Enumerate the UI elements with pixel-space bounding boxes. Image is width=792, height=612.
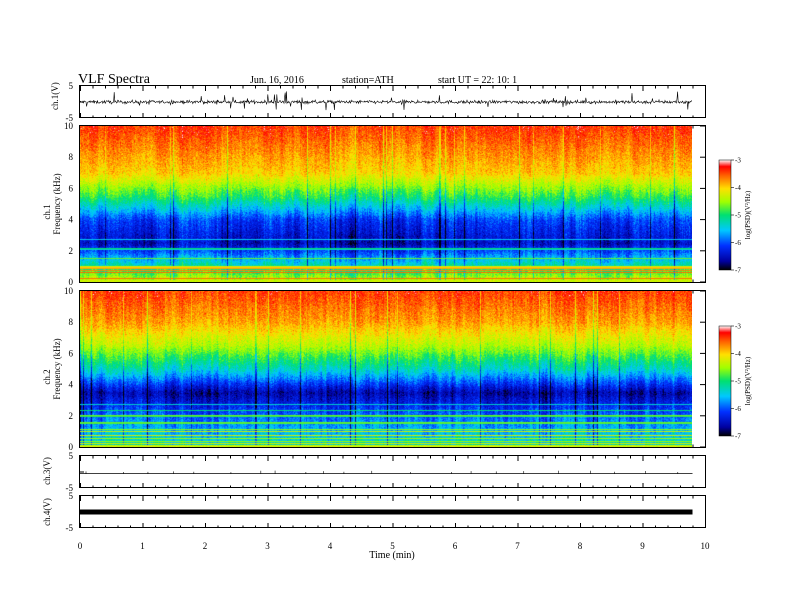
ch2-colorbar: [718, 325, 732, 437]
x-tick-label: 2: [203, 541, 208, 551]
x-tick-label: 9: [640, 541, 645, 551]
x-tick-label: 3: [265, 541, 270, 551]
colorbar-tick-label: -6: [735, 405, 741, 413]
y-tick-label: 5: [69, 491, 74, 501]
y-tick-label: 10: [64, 121, 74, 131]
ch2-spec-frame: [79, 290, 706, 448]
ch2-spectrogram: [80, 291, 692, 447]
x-tick-label: 5: [390, 541, 395, 551]
ch1-colorbar: [718, 159, 732, 271]
x-tick-label: 1: [140, 541, 145, 551]
y-tick-label: -5: [66, 523, 74, 533]
y-tick-label: 5: [69, 451, 74, 461]
x-tick-label: 7: [515, 541, 520, 551]
colorbar-tick-label: -3: [735, 323, 741, 331]
y-tick-label: 6: [69, 183, 74, 193]
y-tick-label: -5: [66, 113, 74, 123]
y-tick-label: 0: [69, 442, 74, 452]
x-tick-label: 10: [701, 541, 711, 551]
date-label: Jun. 16, 2016: [250, 75, 304, 86]
ch4-wave-label: ch.4(V): [42, 498, 52, 526]
colorbar-tick-label: -3: [735, 157, 741, 165]
colorbar-tick-label: -5: [735, 378, 741, 386]
chart-title: VLF Spectra: [78, 72, 150, 87]
ch1-freq-label: Frequency (kHz): [52, 173, 62, 234]
start-time-label: start UT = 22: 10: 1: [438, 75, 518, 86]
ch1-waveform: [79, 91, 692, 111]
y-tick-label: 8: [69, 317, 74, 327]
y-tick-label: 5: [69, 81, 74, 91]
x-tick-label: 6: [453, 541, 458, 551]
ch2-spec-name: ch.2: [42, 369, 52, 384]
y-tick-label: 4: [69, 380, 74, 390]
colorbar-tick-label: -6: [735, 239, 741, 247]
y-tick-label: 2: [69, 411, 74, 421]
y-tick-label: 2: [69, 246, 74, 256]
x-tick-label: 4: [328, 541, 333, 551]
ch1-wave-label: ch.1(V): [50, 82, 60, 110]
ch3-wave-label: ch.3(V): [42, 457, 52, 485]
ch3-waveform: [80, 470, 693, 474]
x-axis-label: Time (min): [369, 550, 414, 561]
colorbar-tick-label: -4: [735, 350, 741, 358]
y-tick-label: -5: [66, 483, 74, 493]
ch2-colorbar-label: log(PSD)(V²/Hz): [744, 356, 752, 405]
ch2-freq-label: Frequency (kHz): [52, 338, 62, 399]
y-tick-label: 0: [69, 277, 74, 287]
colorbar-tick-label: -5: [735, 212, 741, 220]
x-tick-label: 8: [578, 541, 583, 551]
x-tick-label: 0: [78, 541, 83, 551]
ch1-spec-frame: [79, 125, 706, 283]
y-tick-label: 8: [69, 152, 74, 162]
colorbar-tick-label: -4: [735, 184, 741, 192]
y-tick-label: 6: [69, 348, 74, 358]
y-tick-label: 4: [69, 215, 74, 225]
colorbar-tick-label: -7: [735, 433, 741, 441]
ch1-spectrogram: [80, 126, 692, 282]
y-tick-label: 10: [64, 286, 74, 296]
colorbar-tick-label: -7: [735, 267, 741, 275]
station-label: station=ATH: [342, 75, 394, 86]
ch1-colorbar-label: log(PSD)(V²/Hz): [744, 190, 752, 239]
ch4-waveform: [80, 509, 693, 515]
ch1-spec-name: ch.1: [42, 204, 52, 219]
